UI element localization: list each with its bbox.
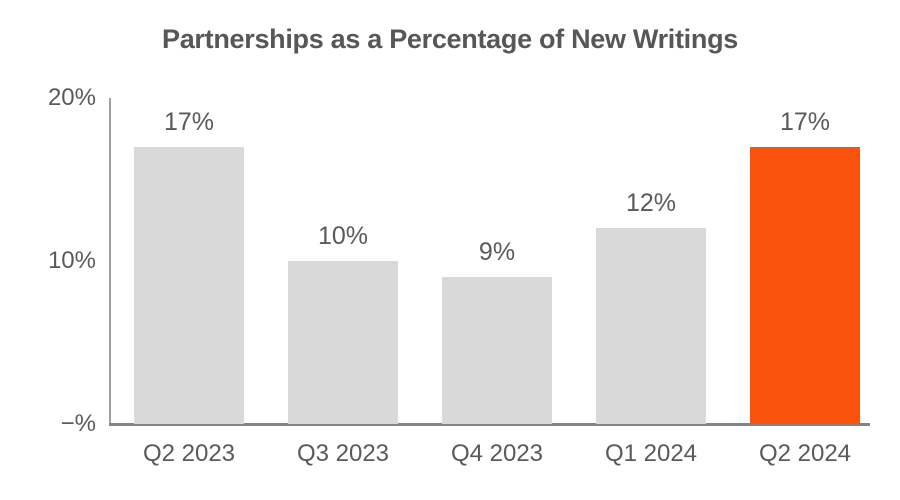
x-tick-label-q1-2024: Q1 2024 bbox=[604, 440, 698, 467]
bar-value-label-q4-2023: 9% bbox=[478, 238, 516, 266]
x-tick-label-q3-2023: Q3 2023 bbox=[296, 440, 390, 467]
bar-value-label-q2-2023: 17% bbox=[163, 108, 215, 136]
bar-value-label-q3-2023: 10% bbox=[317, 222, 369, 250]
x-tick-label-q2-2024: Q2 2024 bbox=[758, 440, 852, 467]
bar-q4-2023 bbox=[442, 277, 552, 424]
y-tick-label-10: 10% bbox=[47, 247, 96, 274]
x-tick-label-q4-2023: Q4 2023 bbox=[450, 440, 544, 467]
x-axis-line bbox=[109, 423, 870, 426]
plot-area: 17% 10% 9% 12% 17% bbox=[110, 98, 870, 424]
bar-q2-2023 bbox=[134, 147, 244, 424]
chart-title: Partnerships as a Percentage of New Writ… bbox=[162, 24, 738, 54]
bar-value-label-q2-2024: 17% bbox=[779, 108, 831, 136]
bar-q3-2023 bbox=[288, 261, 398, 424]
y-axis-line bbox=[109, 98, 111, 425]
y-tick-label-20: 20% bbox=[47, 84, 96, 111]
y-tick-label-0: −% bbox=[60, 410, 96, 437]
bar-q1-2024 bbox=[596, 228, 706, 424]
bar-q2-2024 bbox=[750, 147, 860, 424]
bar-value-label-q1-2024: 12% bbox=[625, 189, 677, 217]
x-tick-label-q2-2023: Q2 2023 bbox=[142, 440, 236, 467]
